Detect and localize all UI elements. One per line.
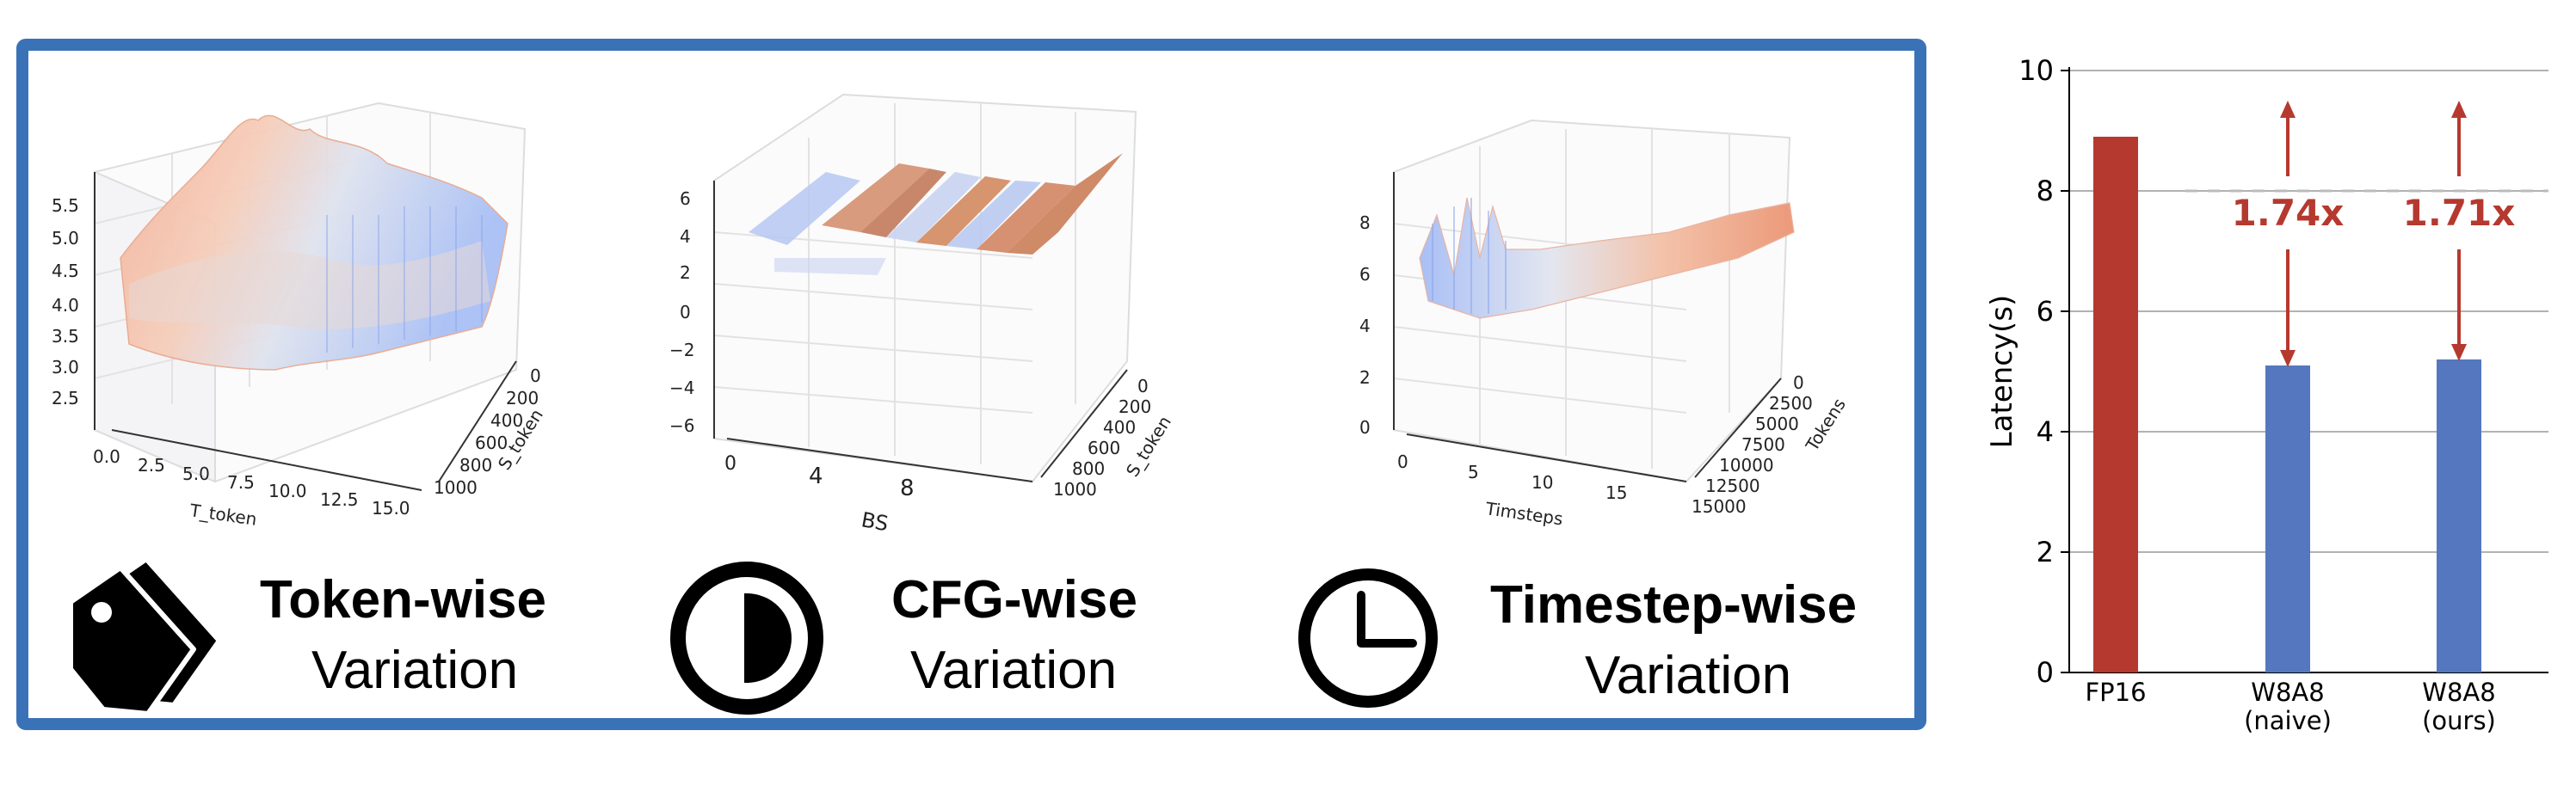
arrow-head-down <box>2451 344 2467 361</box>
token-y-tick: 1000 <box>434 477 478 498</box>
timestep-x-tick: 0 <box>1397 451 1408 472</box>
y-tick-label: 10 <box>2018 54 2054 87</box>
token-x-tick: 12.5 <box>320 489 359 510</box>
token-x-tick: 5.0 <box>182 464 210 484</box>
y-tick-label: 2 <box>2037 536 2054 568</box>
cfg-x-tick: 8 <box>900 476 915 501</box>
timestep-y-tick: 0 <box>1793 372 1804 393</box>
timestep-y-tick: 15000 <box>1692 496 1747 517</box>
token-x-tick: 7.5 <box>227 472 255 493</box>
token-z-tick: 5.5 <box>52 195 79 216</box>
token-z-tick: 5.0 <box>52 228 79 249</box>
speedup-label: 1.74x <box>2232 192 2345 234</box>
token-caption-subtitle: Variation <box>311 641 518 700</box>
x-tick-label: (ours) <box>2422 706 2496 735</box>
cfg-y-tick: 0 <box>1137 376 1149 396</box>
token-x-tick: 15.0 <box>372 498 410 519</box>
speedup-label: 1.71x <box>2403 192 2516 234</box>
arrow-head-up <box>2451 101 2467 118</box>
token-y-tick: 800 <box>459 455 492 476</box>
timestep-y-tick: 12500 <box>1705 476 1760 496</box>
cfg-x-tick: 4 <box>809 464 823 489</box>
arrow-head-up <box>2280 101 2296 118</box>
cfg-z-tick: −6 <box>669 415 694 436</box>
tag-icon <box>68 556 222 716</box>
token-y-tick: 0 <box>530 365 541 386</box>
timestep-z-tick: 2 <box>1359 367 1371 388</box>
bar-0 <box>2093 137 2138 672</box>
timestep-z-tick: 8 <box>1359 212 1371 233</box>
cfg-y-tick: 600 <box>1088 438 1120 458</box>
timestep-y-tick: 2500 <box>1769 393 1813 414</box>
token-z-tick: 3.0 <box>52 357 79 378</box>
timestep-z-tick: 6 <box>1359 264 1371 285</box>
cfg-y-tick: 200 <box>1119 396 1151 417</box>
half-circle-icon <box>670 562 823 715</box>
cfg-x-tick: 0 <box>724 453 736 475</box>
token-caption-title: Token-wise <box>260 570 546 629</box>
timestep-y-tick: 5000 <box>1755 414 1799 434</box>
cfg-z-tick: 6 <box>680 188 691 209</box>
token-y-tick: 200 <box>506 388 539 408</box>
x-tick-label: (naive) <box>2244 706 2332 735</box>
arrow-head-down <box>2280 350 2296 367</box>
cfg-z-tick: 4 <box>680 226 691 247</box>
y-axis-label: Latency(s) <box>1985 295 2019 449</box>
token-y-tick: 600 <box>475 433 508 453</box>
cfg-caption-title: CFG-wise <box>891 570 1137 629</box>
token-z-tick: 2.5 <box>52 388 79 408</box>
bar-1 <box>2265 365 2310 672</box>
token-z-tick: 4.0 <box>52 295 79 316</box>
x-tick-label: W8A8 <box>2251 678 2324 707</box>
timestep-z-tick: 4 <box>1359 316 1371 336</box>
cfg-z-tick: 2 <box>680 262 691 283</box>
token-z-tick: 4.5 <box>52 261 79 281</box>
cfg-panel: −6 −4 −2 0 2 4 6 0 4 8 BS 0 200 400 600 … <box>669 93 1175 715</box>
bar-2 <box>2437 359 2481 672</box>
timestep-surface-plot <box>1393 119 1795 483</box>
cfg-z-tick: 0 <box>680 302 691 322</box>
timestep-caption-subtitle: Variation <box>1585 646 1791 705</box>
timestep-y-tick: 10000 <box>1719 455 1774 476</box>
cfg-z-tick: −4 <box>669 378 694 398</box>
clock-icon <box>1298 568 1438 708</box>
timestep-x-tick: 5 <box>1468 462 1479 482</box>
y-tick-label: 0 <box>2037 656 2054 689</box>
timestep-x-tick: 15 <box>1605 482 1627 503</box>
x-tick-label: FP16 <box>2085 678 2146 707</box>
cfg-caption-subtitle: Variation <box>910 641 1117 700</box>
token-x-tick: 0.0 <box>93 446 120 467</box>
cfg-y-tick: 800 <box>1072 458 1105 479</box>
y-tick-label: 8 <box>2037 175 2054 207</box>
timestep-y-tick: 7500 <box>1741 434 1785 455</box>
token-x-tick: 10.0 <box>268 481 307 501</box>
y-tick-label: 4 <box>2037 415 2054 448</box>
cfg-surface-plot <box>713 93 1137 483</box>
timestep-x-tick: 10 <box>1531 472 1553 493</box>
token-surface-plot <box>94 101 527 491</box>
token-x-tick: 2.5 <box>138 455 165 476</box>
cfg-y-tick: 1000 <box>1053 479 1097 500</box>
cfg-y-tick: 400 <box>1103 417 1136 438</box>
x-tick-label: W8A8 <box>2422 678 2495 707</box>
timestep-caption-title: Timestep-wise <box>1490 575 1857 635</box>
y-tick-label: 6 <box>2037 295 2054 328</box>
token-z-tick: 3.5 <box>52 326 79 347</box>
cfg-x-axis-label: BS <box>860 507 891 536</box>
token-y-tick: 400 <box>490 410 523 431</box>
timestep-z-tick: 0 <box>1359 417 1371 438</box>
cfg-z-tick: −2 <box>669 340 694 360</box>
